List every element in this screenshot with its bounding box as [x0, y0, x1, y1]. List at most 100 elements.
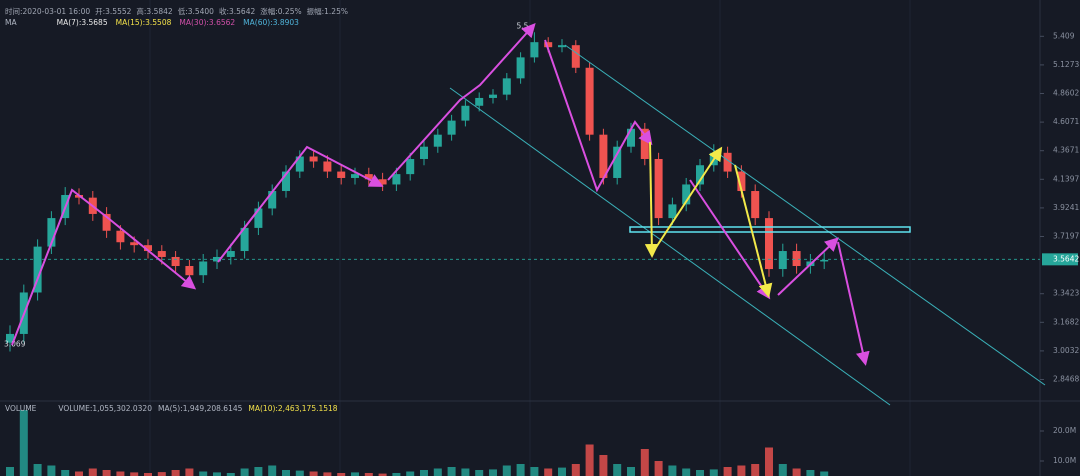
candle-body — [489, 94, 497, 98]
header-item: 开:3.5552 — [95, 7, 131, 16]
y-tick-label: 20.0M — [1053, 426, 1076, 435]
candle-body — [309, 156, 318, 162]
volume-bar — [282, 470, 290, 476]
volume-bar — [516, 464, 525, 476]
candle-body — [130, 242, 139, 246]
candle-body — [268, 191, 277, 209]
annotation: 5.5 — [516, 21, 528, 30]
volume-bar — [806, 470, 815, 476]
volume-bar — [489, 469, 497, 476]
volume-bar — [226, 473, 235, 476]
volume-bar — [765, 447, 773, 476]
volume-bar — [751, 464, 760, 476]
header-item: 涨幅:0.25% — [260, 6, 301, 16]
legend-item: VOLUME — [5, 404, 37, 413]
volume-bar — [33, 464, 42, 476]
volume-bar — [599, 455, 608, 476]
volume-bar — [709, 469, 718, 476]
candle-body — [323, 161, 332, 172]
candle-body — [792, 251, 801, 267]
candle-body — [378, 179, 387, 185]
y-tick-label: 4.8602 — [1053, 89, 1079, 98]
legends: 时间:2020-03-01 16:00 开:3.5552 高:3.5842 低:3.5… — [5, 6, 348, 413]
candle-body — [627, 128, 635, 147]
y-tick-label: 3.0032 — [1053, 346, 1079, 355]
last-price-label: 3.5642 — [1053, 254, 1079, 263]
candle-body — [751, 191, 760, 219]
y-tick-label: 3.3423 — [1053, 289, 1079, 298]
candle-body — [295, 156, 304, 172]
candle-body — [102, 213, 111, 231]
volume-bar — [654, 461, 663, 476]
volume-bar — [461, 468, 470, 476]
volume-bar — [47, 465, 56, 476]
candle-body — [433, 134, 442, 147]
resistance-box — [629, 226, 911, 233]
volume-bar — [6, 467, 14, 476]
candle-body — [406, 158, 415, 175]
candle-body — [447, 120, 456, 135]
candle-body — [668, 204, 677, 219]
y-tick-label: 3.7197 — [1053, 232, 1079, 241]
volume-bar — [737, 465, 746, 476]
candle-body — [654, 158, 663, 219]
arrow — [644, 141, 659, 258]
candle-body — [516, 57, 525, 79]
volume-bar — [433, 468, 442, 476]
candle-body — [420, 146, 428, 159]
candle-body — [820, 259, 829, 262]
arrow — [11, 188, 197, 346]
candle-body — [475, 97, 484, 106]
arrow — [837, 241, 870, 366]
y-tick-label: 4.3671 — [1053, 146, 1079, 155]
volume-bar — [530, 467, 539, 476]
volume-bar — [613, 464, 622, 476]
candle-body — [544, 42, 553, 48]
volume-bar — [792, 468, 801, 476]
y-tick-label: 4.6071 — [1053, 117, 1079, 126]
volume-bar — [406, 471, 415, 476]
volume-bar — [199, 471, 208, 476]
volume-bar — [19, 410, 28, 476]
arrow — [777, 237, 839, 296]
candle-body — [530, 42, 539, 58]
volume-bar — [144, 473, 152, 476]
arrow — [387, 23, 536, 181]
arrow — [217, 145, 384, 263]
header-item: 振幅:1.25% — [307, 6, 348, 16]
legend-item: MA — [5, 18, 17, 27]
volume-bar — [171, 470, 180, 476]
volume-bar — [157, 472, 166, 476]
y-tick-label: 5.409 — [1053, 31, 1075, 40]
price-panel: 5.409 5.1273 4.8602 4.6071 4.3671 4.1397 3.924… — [0, 21, 1079, 384]
volume-bar — [75, 471, 83, 476]
legend-item: MA(7):3.5685 — [57, 18, 108, 27]
candle-body — [599, 134, 608, 178]
y-tick-label: 3.1682 — [1053, 317, 1079, 326]
volume-bar — [778, 464, 787, 476]
header-item: 低:3.5400 — [178, 6, 214, 16]
arrow — [544, 39, 653, 193]
candle-body — [640, 128, 649, 159]
candle-body — [226, 251, 235, 257]
candle-body — [392, 174, 401, 185]
header-item: 高:3.5842 — [136, 6, 172, 16]
volume-bar — [544, 468, 553, 476]
candle-body — [6, 333, 14, 343]
volume-bar — [295, 470, 304, 476]
volume-bar — [392, 473, 401, 476]
volume-bar — [696, 470, 704, 476]
legend-item: MA(60):3.8903 — [243, 18, 299, 27]
volume-bar — [240, 468, 249, 476]
candle-body — [737, 171, 746, 192]
candle-body — [171, 256, 180, 267]
arrow — [734, 164, 773, 298]
candle-body — [282, 171, 290, 192]
header-item: 收:3.5642 — [219, 6, 255, 16]
candle-body — [502, 78, 511, 95]
volume-bar — [502, 465, 511, 476]
candle-body — [33, 246, 42, 293]
candle-body — [461, 105, 470, 121]
